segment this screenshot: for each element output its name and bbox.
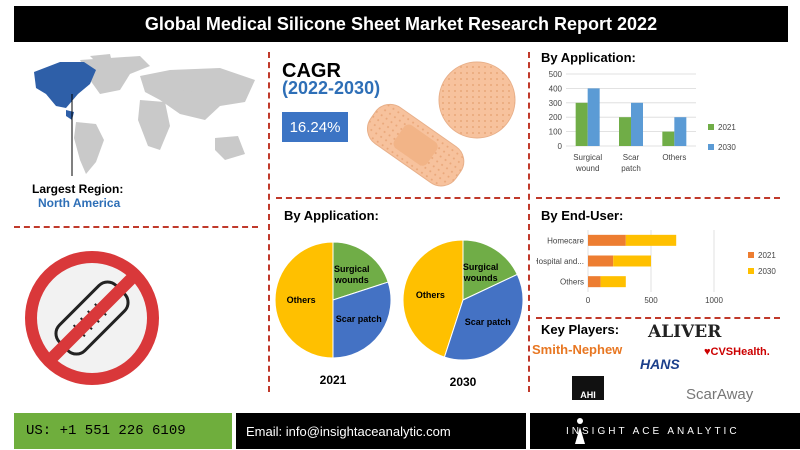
x-tick-label: 500 xyxy=(644,296,658,305)
cagr-years: (2022-2030) xyxy=(282,78,381,98)
pie-slice xyxy=(274,241,334,359)
legend-swatch-2030 xyxy=(748,268,754,274)
bar-2030 xyxy=(631,102,643,146)
bar-2021 xyxy=(619,117,631,146)
pie-slice-label: Scar patch xyxy=(465,317,511,327)
footer-phone[interactable]: US: +1 551 226 6109 xyxy=(14,413,232,449)
legend-swatch-2021 xyxy=(708,124,714,130)
bar-2021 xyxy=(662,131,675,146)
bar-chart-title: By Application: xyxy=(541,50,636,65)
legend-swatch-2030 xyxy=(708,144,714,150)
bar-2030 xyxy=(625,234,677,246)
heart-icon: ♥ xyxy=(704,346,711,358)
pie-caption: 2030 xyxy=(450,375,477,388)
divider-right xyxy=(528,52,530,392)
pie-slice-label: Surgical xyxy=(463,262,499,272)
cagr-label: CAGR xyxy=(282,60,341,82)
logo-hans: HANS xyxy=(640,356,680,372)
logo-ahi: AHI xyxy=(572,376,604,400)
x-tick-label: wound xyxy=(575,164,600,173)
legend-label: 2030 xyxy=(718,143,736,152)
key-players-title: Key Players: xyxy=(541,322,620,337)
pie-slice-label: wounds xyxy=(334,275,369,285)
logo-aliver: ALIVER xyxy=(648,322,722,342)
pie-chart-title: By Application: xyxy=(284,208,379,223)
bar-2030 xyxy=(674,117,687,146)
logo-scaraway: ScarAway xyxy=(686,386,754,403)
page-title: Global Medical Silicone Sheet Market Res… xyxy=(14,6,788,42)
x-tick-label: Others xyxy=(662,153,686,162)
footer-email[interactable]: Email: info@insightaceanalytic.com xyxy=(236,413,526,449)
y-tick-label: Hospital and... xyxy=(536,257,584,266)
footer-brand: INSIGHT ACE ANALYTIC xyxy=(530,413,800,449)
bar-2030 xyxy=(613,255,651,267)
pie-slice-label: Others xyxy=(416,290,445,300)
bar-2021 xyxy=(588,234,626,246)
bar-2021 xyxy=(588,276,601,288)
divider-right-h-2 xyxy=(536,317,780,319)
brand-logo-icon xyxy=(575,418,585,444)
legend-swatch-2021 xyxy=(748,252,754,258)
largest-region-value: North America xyxy=(38,196,121,210)
pie-slice xyxy=(443,273,524,361)
cagr-value-badge: 16.24% xyxy=(282,112,348,142)
x-tick-label: 0 xyxy=(586,296,591,305)
divider-right-h-1 xyxy=(536,197,780,199)
y-tick-label: 200 xyxy=(549,113,563,122)
bar-2021 xyxy=(588,255,614,267)
pie-slice xyxy=(402,239,464,358)
pie-slice xyxy=(462,239,518,301)
divider-left xyxy=(268,52,270,392)
end-user-bar-chart: 0 500 1000 Homecare Hospital and... Others 202… xyxy=(536,230,776,305)
largest-region-label: Largest Region: xyxy=(32,182,124,196)
y-tick-label: 100 xyxy=(549,128,563,137)
pie-slice-label: Others xyxy=(287,295,316,305)
y-tick-label: Homecare xyxy=(547,236,584,245)
y-tick-label: 300 xyxy=(549,99,563,108)
no-bandage-icon xyxy=(25,251,159,385)
bar-2030 xyxy=(600,276,626,288)
bar-2021 xyxy=(575,102,588,146)
y-tick-label: Others xyxy=(560,278,584,287)
bar-2030 xyxy=(587,88,600,146)
x-tick-label: Scar xyxy=(623,153,640,162)
y-tick-label: 500 xyxy=(549,70,563,79)
pie-slice xyxy=(332,281,392,359)
silicone-sheet-image xyxy=(366,61,516,187)
logo-cvs-health: ♥CVSHealth. xyxy=(704,346,770,358)
y-tick-label: 400 xyxy=(549,84,563,93)
legend-label: 2021 xyxy=(718,123,736,132)
end-user-chart-title: By End-User: xyxy=(541,208,624,223)
pie-slice-label: wounds xyxy=(463,273,498,283)
application-bar-chart: 0 100 200 300 400 500 Surgical wound Scar patch Ot… xyxy=(549,70,737,173)
pie-slice-label: Surgical xyxy=(334,264,370,274)
brand-text: INSIGHT ACE ANALYTIC xyxy=(566,425,740,437)
world-map xyxy=(34,54,255,176)
pie-slice-label: Scar patch xyxy=(336,314,382,324)
pie-slice xyxy=(332,241,389,301)
divider-left-h xyxy=(14,226,258,228)
x-tick-label: 1000 xyxy=(705,296,723,305)
north-america-region xyxy=(34,62,96,120)
divider-middle-h xyxy=(276,197,520,199)
legend-label: 2021 xyxy=(758,251,776,260)
x-tick-label: Surgical xyxy=(573,153,602,162)
legend-label: 2030 xyxy=(758,267,776,276)
pie-caption: 2021 xyxy=(320,373,347,387)
y-tick-label: 0 xyxy=(558,142,563,151)
x-tick-label: patch xyxy=(621,164,641,173)
logo-smith-nephew: Smith-Nephew xyxy=(532,342,623,357)
